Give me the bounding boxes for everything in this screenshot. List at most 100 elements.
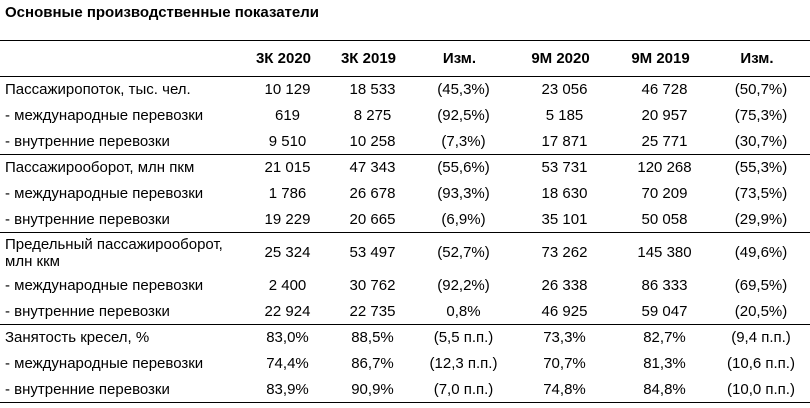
cell-value: (93,3%) <box>437 185 490 202</box>
table-row: Пассажирооборот, млн пкм 21 015 47 343 (… <box>0 154 810 181</box>
table-row: - международные перевозки 2 400 30 762 (… <box>0 273 810 299</box>
header-row: 3К 2020 3К 2019 Изм. 9М 2020 9М 2019 Изм… <box>0 40 810 77</box>
row-label: Пассажирооборот, млн пкм <box>0 154 245 181</box>
cell-value: 19 229 <box>264 210 311 228</box>
column-header-9m-2020: 9М 2020 <box>512 40 617 77</box>
cell-value: 86,7% <box>351 355 394 372</box>
cell-value: 619 <box>274 107 301 124</box>
cell-value: 30 762 <box>349 277 396 294</box>
cell-value: 8 275 <box>353 107 392 124</box>
cell-value: (12,3 п.п.) <box>429 355 498 372</box>
row-label: - международные перевозки <box>5 185 204 202</box>
cell-value: 20 665 <box>349 210 396 228</box>
row-label: - внутренние перевозки <box>0 376 245 403</box>
table-row: Пассажиропоток, тыс. чел. 10 129 18 533 … <box>0 76 810 103</box>
table-row: - внутренние перевозки 9 510 10 258 (7,3… <box>0 129 810 155</box>
cell-value: (20,5%) <box>734 302 788 320</box>
cell-value: 47 343 <box>330 154 415 181</box>
cell-value: 22 924 <box>264 302 311 320</box>
cell-value: (69,5%) <box>734 277 788 294</box>
cell-value: 120 268 <box>617 154 712 181</box>
cell-value: 53 497 <box>330 232 415 273</box>
cell-value: 70 209 <box>641 185 688 202</box>
table-row: - внутренние перевозки 83,9% 90,9% (7,0 … <box>0 376 810 403</box>
cell-value: (9,4 п.п.) <box>712 324 810 351</box>
table-row: Занятость кресел, % 83,0% 88,5% (5,5 п.п… <box>0 324 810 351</box>
cell-value: 18 630 <box>541 185 588 202</box>
cell-value: 73 262 <box>512 232 617 273</box>
row-label: - международные перевозки <box>5 277 204 294</box>
cell-value: (30,7%) <box>734 132 788 150</box>
cell-value: 2 400 <box>268 277 307 294</box>
cell-value: 22 735 <box>349 302 396 320</box>
cell-value: (92,5%) <box>437 107 490 124</box>
table-row: - международные перевозки 74,4% 86,7% (1… <box>0 351 810 377</box>
cell-value: (49,6%) <box>712 232 810 273</box>
cell-value: (7,3%) <box>441 132 486 150</box>
cell-value: 10 258 <box>349 132 396 150</box>
cell-value: 74,4% <box>266 355 309 372</box>
cell-value: (52,7%) <box>415 232 512 273</box>
cell-value: 10 129 <box>245 76 330 103</box>
table-row: - международные перевозки 619 8 275 (92,… <box>0 103 810 129</box>
cell-value: 70,7% <box>543 355 586 372</box>
cell-value: (92,2%) <box>437 277 490 294</box>
row-label: - внутренние перевозки <box>5 302 170 320</box>
cell-value: 53 731 <box>512 154 617 181</box>
cell-value: (75,3%) <box>734 107 788 124</box>
cell-value: 88,5% <box>330 324 415 351</box>
cell-value: 9 510 <box>268 132 307 150</box>
cell-value: (50,7%) <box>712 76 810 103</box>
row-label: - международные перевозки <box>5 107 204 124</box>
cell-value: 20 957 <box>641 107 688 124</box>
row-label: Предельный пассажирооборот, млн ккм <box>0 232 245 273</box>
row-label: Занятость кресел, % <box>0 324 245 351</box>
cell-value: 86 333 <box>641 277 688 294</box>
column-header-3k-2020: 3К 2020 <box>245 40 330 77</box>
cell-value: 82,7% <box>617 324 712 351</box>
cell-value: (6,9%) <box>441 210 486 228</box>
column-header-change-q: Изм. <box>415 40 512 77</box>
cell-value: 17 871 <box>541 132 588 150</box>
cell-value: (45,3%) <box>415 76 512 103</box>
cell-value: (10,6 п.п.) <box>727 355 795 372</box>
cell-value: 83,0% <box>245 324 330 351</box>
cell-value: 84,8% <box>617 376 712 403</box>
row-label: - внутренние перевозки <box>5 132 170 150</box>
cell-value: 21 015 <box>245 154 330 181</box>
cell-value: 23 056 <box>512 76 617 103</box>
cell-value: 46 728 <box>617 76 712 103</box>
cell-value: 26 678 <box>349 185 396 202</box>
cell-value: (10,0 п.п.) <box>712 376 810 403</box>
cell-value: 1 786 <box>268 185 307 202</box>
column-header-label <box>0 40 245 77</box>
cell-value: (5,5 п.п.) <box>415 324 512 351</box>
table-row: - внутренние перевозки 19 229 20 665 (6,… <box>0 207 810 233</box>
production-indicators-table: 3К 2020 3К 2019 Изм. 9М 2020 9М 2019 Изм… <box>0 40 810 403</box>
cell-value: 90,9% <box>330 376 415 403</box>
table-row: - международные перевозки 1 786 26 678 (… <box>0 181 810 207</box>
page-title: Основные производственные показатели <box>5 4 319 21</box>
row-label: - международные перевозки <box>5 355 204 372</box>
row-label: Пассажиропоток, тыс. чел. <box>0 76 245 103</box>
cell-value: 83,9% <box>245 376 330 403</box>
cell-value: (55,6%) <box>415 154 512 181</box>
cell-value: 25 324 <box>245 232 330 273</box>
table-row: - внутренние перевозки 22 924 22 735 0,8… <box>0 299 810 325</box>
column-header-9m-2019: 9М 2019 <box>617 40 712 77</box>
cell-value: 59 047 <box>641 302 688 320</box>
cell-value: 145 380 <box>617 232 712 273</box>
cell-value: (7,0 п.п.) <box>415 376 512 403</box>
row-label: - внутренние перевозки <box>5 210 170 228</box>
column-header-change-9m: Изм. <box>712 40 810 77</box>
cell-value: 26 338 <box>541 277 588 294</box>
cell-value: 73,3% <box>512 324 617 351</box>
cell-value: 25 771 <box>641 132 688 150</box>
cell-value: 35 101 <box>541 210 588 228</box>
cell-value: 74,8% <box>512 376 617 403</box>
cell-value: (73,5%) <box>734 185 788 202</box>
column-header-3k-2019: 3К 2019 <box>330 40 415 77</box>
cell-value: 46 925 <box>541 302 588 320</box>
cell-value: 5 185 <box>545 107 584 124</box>
cell-value: (55,3%) <box>712 154 810 181</box>
